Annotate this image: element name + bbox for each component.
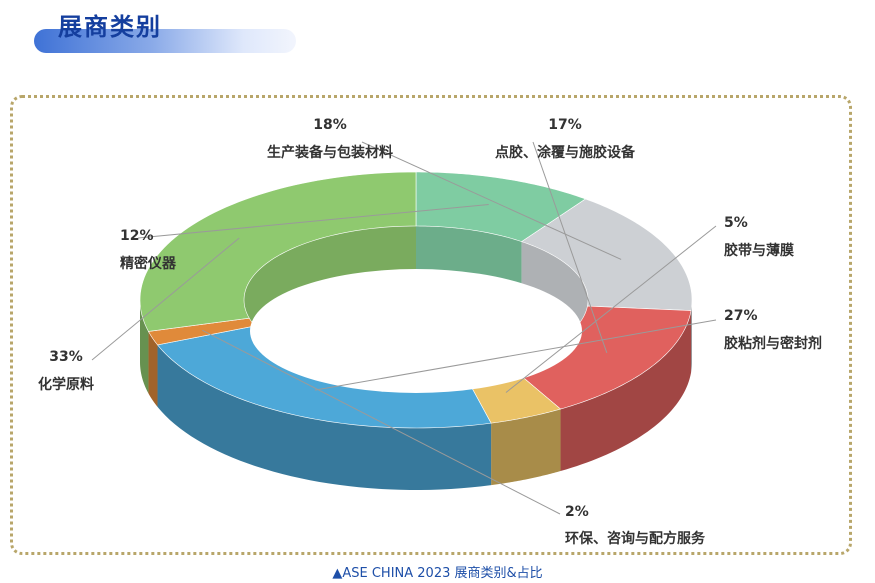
donut-hole [250, 269, 582, 393]
slice-wall-1 [691, 300, 692, 373]
chart-frame [10, 95, 852, 555]
data-label-1: 18% [313, 117, 347, 133]
leader-line-6 [91, 237, 240, 361]
slice-6 [139, 171, 417, 332]
leader-line-3 [505, 225, 717, 393]
leader-line-5 [201, 329, 561, 515]
category-label-0: 精密仪器 [120, 255, 177, 272]
page-title: 展商类别 [58, 13, 162, 41]
leader-line-0 [137, 203, 489, 239]
leader-line-4 [314, 319, 717, 391]
data-label-6: 33% [49, 349, 83, 365]
slice-1 [520, 198, 693, 311]
slice-wall-4 [157, 344, 492, 490]
leader-line-2 [532, 141, 608, 354]
category-label-6: 化学原料 [38, 376, 94, 393]
slice-wall-3 [491, 409, 561, 486]
slice-wall-2 [560, 310, 692, 472]
category-label-5: 环保、咨询与配方服务 [565, 530, 706, 547]
data-label-0: 12% [120, 228, 154, 244]
chart-caption: ▲ASE CHINA 2023 展商类别&占比 [332, 566, 543, 581]
data-label-5: 2% [565, 504, 589, 520]
title-banner [34, 29, 296, 53]
leader-line-1 [361, 141, 622, 260]
slice-wall-6 [140, 300, 149, 394]
category-label-2: 点胶、涂覆与施胶设备 [495, 144, 636, 161]
category-label-4: 胶粘剂与密封剂 [724, 335, 822, 352]
data-label-4: 27% [724, 308, 758, 324]
category-label-3: 胶带与薄膜 [724, 242, 794, 259]
slice-wall-5 [148, 331, 158, 407]
data-label-2: 17% [548, 117, 582, 133]
category-label-1: 生产装备与包装材料 [267, 144, 393, 161]
data-label-3: 5% [724, 215, 748, 231]
